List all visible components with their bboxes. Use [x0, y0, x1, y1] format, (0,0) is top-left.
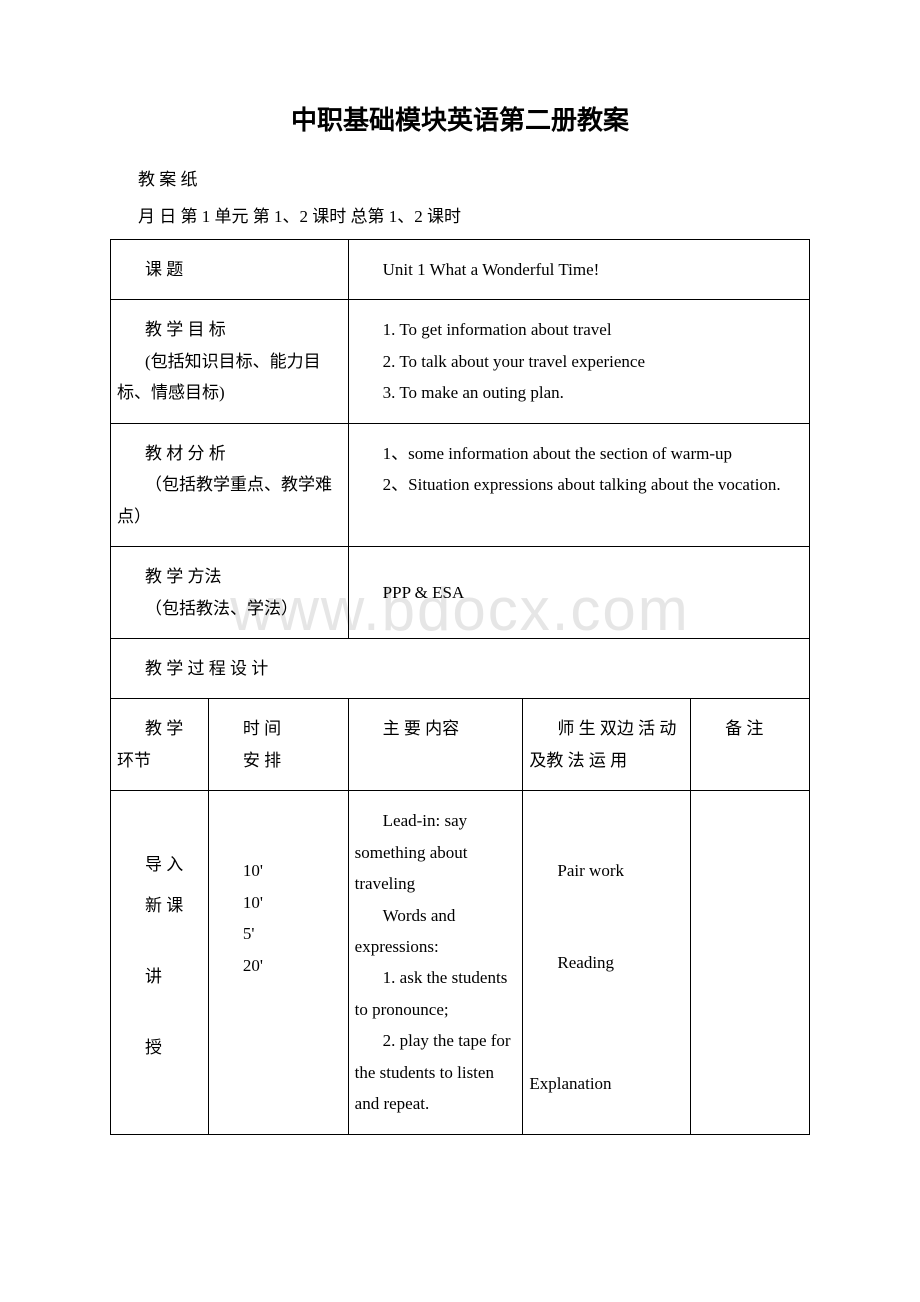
body-col4-p2: Reading: [529, 947, 684, 978]
body-col5: [691, 791, 810, 1134]
table-row: 教 学 过 程 设 计: [111, 638, 810, 698]
process-label: 教 学 过 程 设 计: [117, 653, 803, 684]
body-col1-p4: 授: [117, 1028, 202, 1069]
body-col3-p3: 1. ask the students to pronounce;: [355, 962, 517, 1025]
analysis-v2: 2、Situation expressions about talking ab…: [355, 469, 803, 500]
header-cell-5: 备 注: [691, 699, 810, 791]
topic-value-cell: Unit 1 What a Wonderful Time!: [348, 240, 809, 300]
analysis-v1: 1、some information about the section of …: [355, 438, 803, 469]
body-col1-p1: 导 入: [117, 845, 202, 886]
body-col4: Pair work Reading Explanation: [523, 791, 691, 1134]
lesson-plan-table: 课 题 Unit 1 What a Wonderful Time! 教 学 目 …: [110, 239, 810, 1135]
objective-v3: 3. To make an outing plan.: [355, 377, 803, 408]
header-2a: 时 间: [215, 713, 342, 744]
body-col3-p2: Words and expressions:: [355, 900, 517, 963]
method-label-cell: 教 学 方法 （包括教法、学法）: [111, 547, 349, 639]
header-3: 主 要 内容: [355, 713, 517, 744]
method-label-2: （包括教法、学法）: [117, 593, 342, 624]
method-value: PPP & ESA: [355, 577, 803, 608]
analysis-label-cell: 教 材 分 析 （包括教学重点、教学难点）: [111, 423, 349, 546]
table-row: 教 学 环节 时 间 安 排 主 要 内容 师 生 双边 活 动 及教 法 运 …: [111, 699, 810, 791]
body-col1: 导 入 新 课 讲 授: [111, 791, 209, 1134]
body-col2-t2: 10': [215, 887, 342, 918]
analysis-value-cell: 1、some information about the section of …: [348, 423, 809, 546]
body-col3-p1: Lead-in: say something about traveling: [355, 805, 517, 899]
method-value-cell: PPP & ESA: [348, 547, 809, 639]
body-col1-p2: 新 课: [117, 886, 202, 927]
body-col4-p3: Explanation: [529, 1068, 684, 1099]
table-row: 教 材 分 析 （包括教学重点、教学难点） 1、some information…: [111, 423, 810, 546]
analysis-label-2: （包括教学重点、教学难点）: [117, 469, 342, 532]
objective-label-1: 教 学 目 标: [117, 314, 342, 345]
header-cell-1: 教 学 环节: [111, 699, 209, 791]
topic-value: Unit 1 What a Wonderful Time!: [355, 254, 803, 285]
header-2b: 安 排: [215, 745, 342, 776]
preface-line-1: 教 案 纸: [110, 165, 810, 190]
header-5: 备 注: [697, 713, 803, 744]
header-4: 师 生 双边 活 动 及教 法 运 用: [529, 713, 684, 776]
document-content: 中职基础模块英语第二册教案 教 案 纸 月 日 第 1 单元 第 1、2 课时 …: [110, 100, 810, 1135]
body-col2-t4: 20': [215, 950, 342, 981]
header-1: 教 学 环节: [117, 713, 202, 776]
body-col2-t1: 10': [215, 855, 342, 886]
analysis-label-1: 教 材 分 析: [117, 438, 342, 469]
method-label-1: 教 学 方法: [117, 561, 342, 592]
objective-value-cell: 1. To get information about travel 2. To…: [348, 300, 809, 423]
objective-v1: 1. To get information about travel: [355, 314, 803, 345]
topic-label: 课 题: [117, 254, 342, 285]
table-row: 课 题 Unit 1 What a Wonderful Time!: [111, 240, 810, 300]
header-cell-3: 主 要 内容: [348, 699, 523, 791]
table-row: 导 入 新 课 讲 授 10' 10' 5' 20' Lead-in: say …: [111, 791, 810, 1134]
body-col2-t3: 5': [215, 918, 342, 949]
process-label-cell: 教 学 过 程 设 计: [111, 638, 810, 698]
table-row: 教 学 目 标 (包括知识目标、能力目标、情感目标) 1. To get inf…: [111, 300, 810, 423]
objective-label-2: (包括知识目标、能力目标、情感目标): [117, 346, 342, 409]
objective-label-cell: 教 学 目 标 (包括知识目标、能力目标、情感目标): [111, 300, 349, 423]
page-title: 中职基础模块英语第二册教案: [110, 100, 810, 137]
preface-line-2: 月 日 第 1 单元 第 1、2 课时 总第 1、2 课时: [110, 202, 810, 227]
body-col3: Lead-in: say something about traveling W…: [348, 791, 523, 1134]
table-row: 教 学 方法 （包括教法、学法） PPP & ESA: [111, 547, 810, 639]
header-cell-4: 师 生 双边 活 动 及教 法 运 用: [523, 699, 691, 791]
topic-label-cell: 课 题: [111, 240, 349, 300]
header-cell-2: 时 间 安 排: [208, 699, 348, 791]
objective-v2: 2. To talk about your travel experience: [355, 346, 803, 377]
body-col3-p4: 2. play the tape for the students to lis…: [355, 1025, 517, 1119]
body-col2: 10' 10' 5' 20': [208, 791, 348, 1134]
body-col4-p1: Pair work: [529, 855, 684, 886]
body-col1-p3: 讲: [117, 957, 202, 998]
